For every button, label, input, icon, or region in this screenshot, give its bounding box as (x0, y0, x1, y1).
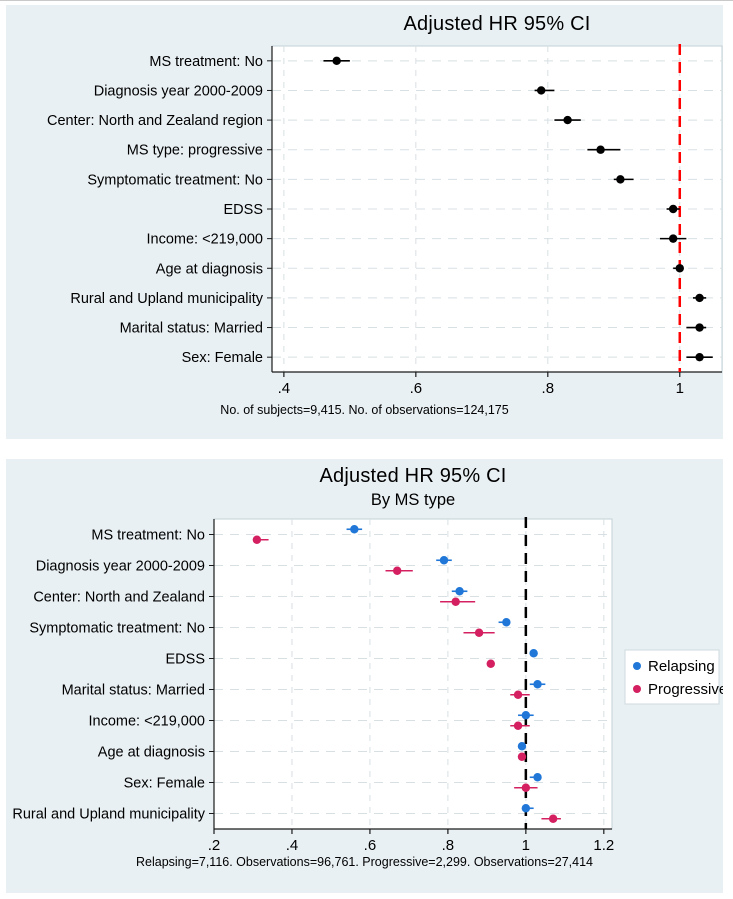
point-marker (563, 115, 572, 125)
point-marker (668, 204, 678, 214)
point-marker (596, 145, 605, 154)
chart-subtitle: By MS type (370, 491, 456, 509)
category-label: Center: North and Zealand region (47, 113, 263, 129)
chart-title: Adjusted HR 95% CI (403, 13, 591, 35)
forest-plot-svg: .2 .4 .6 .8 1 1.2 MS treatment: No Diagnosis ye… (12, 517, 723, 854)
x-tick-label: .6 (364, 837, 377, 854)
forest-plot-panel-overall: Adjusted HR 95% CI No. of subjects=9,415… (6, 5, 723, 439)
point-marker (513, 721, 523, 730)
point-marker (350, 525, 359, 534)
point-marker (537, 86, 546, 95)
category-label: Symptomatic treatment: No (29, 621, 205, 637)
legend-marker (633, 662, 641, 670)
point-marker (521, 804, 531, 813)
point-marker (529, 649, 538, 658)
category-label: Diagnosis year 2000-2009 (94, 83, 263, 99)
point-marker (451, 597, 460, 606)
category-label: Income: <219,000 (147, 232, 264, 248)
point-marker (668, 234, 678, 243)
category-label: Center: North and Zealand (33, 590, 205, 606)
point-marker (695, 323, 704, 332)
category-label: EDSS (166, 652, 206, 668)
point-marker (517, 752, 527, 761)
plot-area (213, 518, 613, 830)
point-marker (502, 618, 511, 627)
point-marker (513, 690, 523, 699)
point-marker (533, 680, 542, 689)
x-tick-label: .8 (442, 837, 455, 854)
x-tick-label: .8 (542, 380, 555, 397)
category-label: Age at diagnosis (156, 261, 263, 277)
forest-plot-panel-by-ms-type: Adjusted HR 95% CI By MS type Relapsing=… (6, 459, 723, 893)
point-marker (486, 659, 495, 668)
point-marker (695, 352, 704, 362)
category-label: EDSS (224, 202, 264, 218)
x-tick-label: 1 (676, 380, 684, 397)
chart-caption: No. of subjects=9,415. No. of observatio… (220, 403, 509, 417)
category-label: Diagnosis year 2000-2009 (36, 559, 205, 575)
x-tick-label: 1.2 (593, 837, 614, 854)
point-marker (393, 566, 402, 575)
point-marker (521, 783, 531, 792)
legend-box (624, 649, 720, 705)
category-label: Marital status: Married (62, 683, 205, 699)
point-marker (332, 56, 341, 66)
legend-label: Progressive (648, 681, 723, 698)
chart-caption: Relapsing=7,116. Observations=96,761. Pr… (135, 855, 593, 869)
category-label: MS treatment: No (91, 528, 205, 544)
legend-label: Relapsing (648, 658, 715, 675)
chart-title: Adjusted HR 95% CI (319, 465, 507, 487)
category-label: Rural and Upland municipality (12, 807, 205, 823)
x-tick-label: .4 (286, 837, 299, 854)
category-label: MS type: progressive (127, 143, 263, 159)
x-tick-label: .4 (278, 380, 291, 397)
category-label: Marital status: Married (120, 321, 263, 337)
x-tick-label: 1 (522, 837, 530, 854)
category-label: Income: <219,000 (89, 714, 206, 730)
category-label: Symptomatic treatment: No (87, 172, 263, 188)
point-marker (695, 293, 704, 303)
category-label: Rural and Upland municipality (70, 291, 263, 307)
forest-plot-svg: .4 .6 .8 1 MS treatment: No Diagnosis year 20… (47, 44, 723, 397)
category-label: Sex: Female (124, 776, 205, 792)
point-marker (548, 814, 558, 823)
category-label: Sex: Female (182, 350, 263, 366)
point-marker (675, 264, 684, 273)
point-marker (616, 175, 625, 184)
point-marker (517, 742, 527, 751)
point-marker (474, 628, 484, 637)
category-label: MS treatment: No (149, 54, 263, 70)
point-marker (533, 773, 542, 782)
point-marker (252, 535, 262, 544)
legend-marker (633, 685, 641, 693)
category-label: Age at diagnosis (98, 745, 205, 761)
x-tick-label: .2 (208, 837, 221, 854)
x-tick-label: .6 (410, 380, 423, 397)
point-marker (439, 556, 449, 565)
point-marker (455, 587, 464, 596)
point-marker (521, 711, 531, 720)
